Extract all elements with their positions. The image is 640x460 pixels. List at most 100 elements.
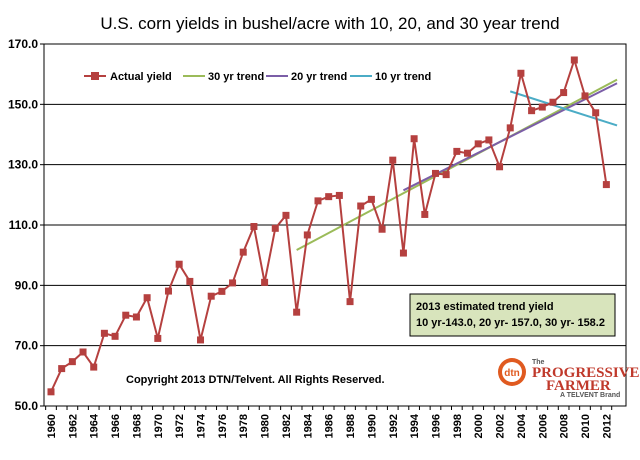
x-tick-label: 1996 [430,414,442,438]
data-point-1964 [90,363,98,371]
data-point-2004 [517,69,525,77]
data-point-1977 [229,279,237,287]
dtn-logo-inner [502,362,522,382]
legend: Actual yield 30 yr trend 20 yr trend 10 … [84,71,431,83]
x-tick-label: 1968 [131,414,143,438]
chart-title: U.S. corn yields in bushel/acre with 10,… [100,14,559,33]
x-tick-label: 1990 [366,414,378,438]
actual-yield-series [47,56,610,396]
data-point-1996 [431,169,439,177]
dtn-logo-text: dtn [504,368,520,379]
data-point-1984 [303,231,311,239]
data-point-1968 [132,313,140,321]
annotation-box [409,293,616,337]
x-tick-label: 2010 [580,414,592,438]
x-tick-label: 1966 [110,414,122,438]
data-point-2012 [602,181,610,189]
y-tick-label: 50.0 [15,399,39,413]
legend-actual-label: Actual yield [110,71,172,83]
data-point-1995 [421,210,429,218]
data-point-1998 [453,147,461,155]
data-point-2009 [570,56,578,64]
x-tick-label: 1970 [153,414,165,438]
data-point-2007 [549,98,557,106]
y-tick-label: 70.0 [15,339,39,353]
data-point-1981 [271,224,279,232]
data-point-2006 [538,103,546,111]
legend-20yr-label: 20 yr trend [291,71,347,83]
x-tick-label: 1988 [345,414,357,438]
x-tick-label: 1998 [452,414,464,438]
y-tick-label: 130.0 [8,158,38,172]
data-point-2000 [474,140,482,148]
data-point-1990 [367,195,375,203]
data-point-1994 [410,135,418,143]
data-point-1992 [389,156,397,164]
data-point-2011 [592,109,600,117]
data-point-1966 [111,332,119,340]
x-tick-label: 1976 [217,414,229,438]
trend-line-20-yr-trend [402,82,618,192]
data-point-1997 [442,171,450,179]
data-point-1986 [325,193,333,201]
x-tick-label: 1962 [67,414,79,438]
data-point-1993 [399,249,407,257]
data-point-1970 [154,334,162,342]
x-tick-label: 1994 [409,413,421,438]
data-point-1979 [250,223,258,231]
data-point-1973 [186,277,194,285]
y-tick-label: 110.0 [9,218,39,232]
data-point-1965 [100,329,108,337]
annotation-line-2: 10 yr-143.0, 20 yr- 157.0, 30 yr- 158.2 [416,317,605,329]
data-point-1983 [293,308,301,316]
data-point-1985 [314,197,322,205]
annotation-line-1: 2013 estimated trend yield [416,301,554,313]
x-tick-label: 1978 [238,414,250,438]
logo-progressive: PROGRESSIVE [532,365,640,381]
data-point-2002 [496,163,504,171]
x-axis: 1960 1962 1964 1966 1968 1970 1972 1974 1976 1978… [45,406,613,438]
x-tick-label: 1964 [89,413,101,438]
data-point-1972 [175,260,183,268]
logo-telvent: A TELVENT Brand [560,392,620,399]
x-tick-label: 2002 [495,414,507,438]
trend-yield-annotation: 2013 estimated trend yield 10 yr-143.0, … [409,293,616,337]
data-point-1991 [378,225,386,233]
data-point-1980 [261,278,269,286]
data-point-1961 [58,365,66,373]
x-tick-label: 2004 [516,413,528,438]
data-point-1969 [143,294,151,302]
x-tick-label: 2006 [537,414,549,438]
x-tick-label: 1984 [302,413,314,438]
data-point-1971 [164,287,172,295]
x-tick-label: 1986 [324,414,336,438]
x-tick-label: 1982 [281,414,293,438]
data-point-2003 [506,124,514,132]
data-point-1963 [79,348,87,356]
data-point-2010 [581,92,589,100]
legend-actual-marker [91,72,99,80]
y-axis: 50.0 70.0 90.0 110.0 130.0 150.0 170.0 [8,37,44,413]
data-point-1987 [335,191,343,199]
x-tick-label: 1980 [260,414,272,438]
x-tick-label: 1972 [174,414,186,438]
x-tick-label: 2012 [601,414,613,438]
data-point-1999 [464,149,472,157]
logo-farmer: FARMER [546,378,611,394]
data-point-1982 [282,211,290,219]
data-point-1962 [68,358,76,366]
y-tick-label: 150.0 [8,97,38,111]
data-point-2001 [485,136,493,144]
x-tick-label: 2000 [473,414,485,438]
y-tick-label: 90.0 [15,278,39,292]
data-point-2005 [528,107,536,115]
x-tick-label: 1992 [388,414,400,438]
progressive-farmer-logo: dtn The PROGRESSIVE FARMER A TELVENT Bra… [498,358,640,399]
y-tick-label: 170.0 [8,37,38,51]
logo-the: The [532,359,545,366]
data-point-1976 [218,287,226,295]
data-point-1978 [239,248,247,256]
data-point-1989 [357,202,365,210]
x-tick-label: 1960 [46,414,58,438]
